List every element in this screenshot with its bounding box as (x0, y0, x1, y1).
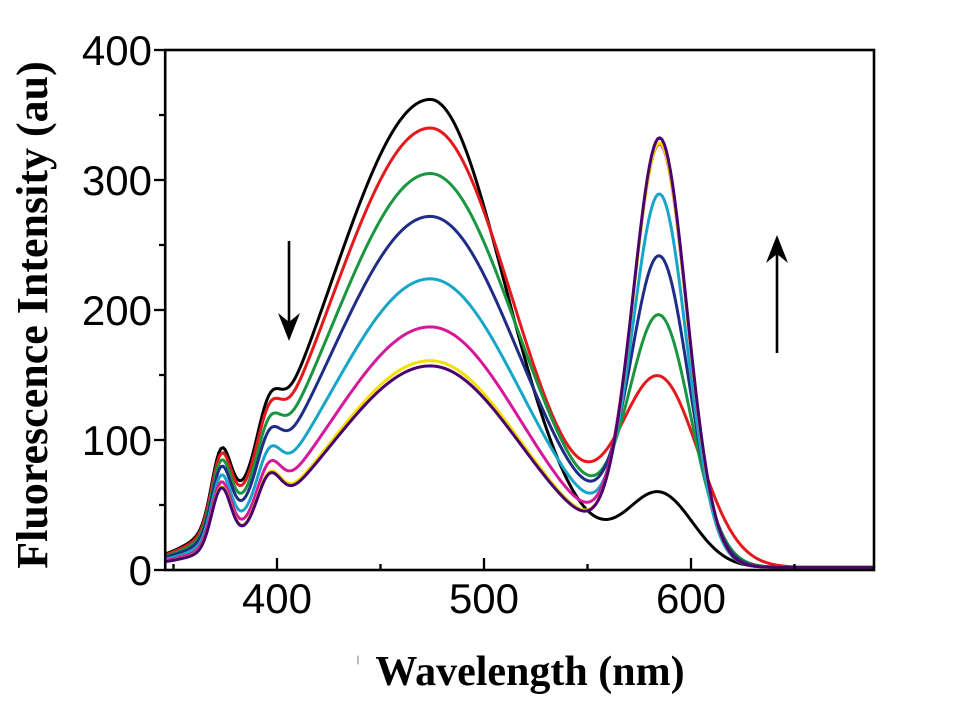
svg-text:Fluorescence Intensity (au): Fluorescence Intensity (au) (8, 61, 57, 569)
svg-text:400: 400 (82, 27, 152, 74)
svg-text:Wavelength (nm): Wavelength (nm) (375, 649, 684, 695)
svg-text:400: 400 (242, 575, 312, 622)
svg-text:200: 200 (82, 287, 152, 334)
svg-text:0: 0 (129, 547, 152, 594)
svg-text:100: 100 (82, 417, 152, 464)
svg-text:300: 300 (82, 157, 152, 204)
svg-text:500: 500 (449, 575, 519, 622)
svg-text:600: 600 (656, 575, 726, 622)
